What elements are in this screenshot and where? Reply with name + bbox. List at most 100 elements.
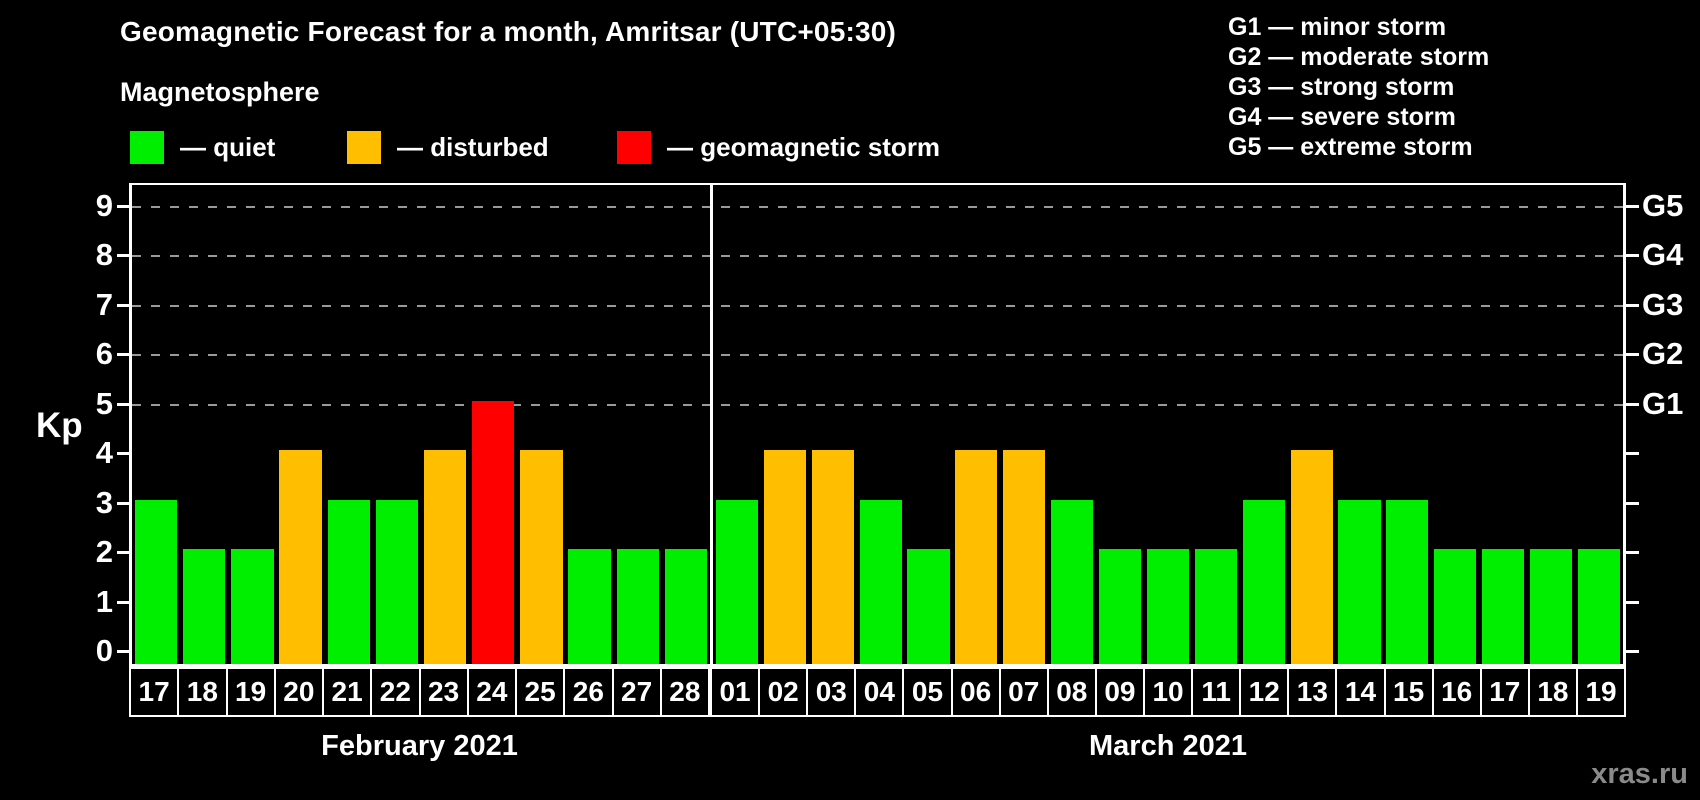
kp-bar [1577,549,1621,664]
bars-march [713,185,1623,664]
watermark: xras.ru [1591,758,1688,790]
day-label: 19 [1575,667,1627,717]
legend-label-storm: — geomagnetic storm [667,131,941,162]
day-label: 09 [1094,667,1145,717]
kp-bar [183,549,226,664]
y-axis-label-6: 6 [95,336,113,371]
y-axis-tick-left [117,254,129,257]
day-label: 03 [806,667,857,717]
y-axis-tick-right [1626,600,1639,604]
chart-subtitle: Magnetosphere [120,77,320,107]
kp-bar [472,400,515,664]
kp-bar [375,499,419,664]
day-label: 04 [854,667,905,717]
g-legend-line: G3 — strong storm [1228,73,1455,101]
plot-area [129,183,1626,667]
gridline-kp-8 [132,255,1623,257]
kp-bar [859,499,902,664]
bar-cell-day-13 [1288,185,1336,664]
month-label-february: February 2021 [321,730,518,762]
y-axis-tick-right [1626,501,1639,505]
day-label: 15 [1383,667,1434,717]
bar-cell-day-24 [469,185,517,664]
kp-bar [955,450,998,664]
y-axis-label-8: 8 [95,237,113,272]
day-label: 16 [1431,667,1482,717]
day-label-band: 17 18 19 20 21 22 23 24 25 26 27 28 01 02 03 04 05 06 07 08… [129,667,1627,717]
y-axis-tick-right [1626,551,1639,554]
bars-february [132,185,710,664]
bar-cell-day-19 [1575,185,1623,664]
legend-item-disturbed: — disturbed [347,130,549,164]
legend-label-disturbed: — disturbed [397,131,549,162]
kp-bar [1146,549,1190,664]
y-axis-tick-left [117,452,129,455]
day-label: 27 [611,667,662,717]
right-axis-label-g1: G1 [1642,385,1684,421]
y-axis-tick-right [1626,402,1639,406]
kp-bar [327,499,370,664]
y-axis-tick-right [1626,353,1639,356]
y-axis-tick-left [117,501,129,505]
bar-cell-day-25 [517,185,565,664]
plot-inner [132,185,1623,664]
legend-item-quiet: — quiet [130,130,275,164]
y-axis-label-7: 7 [95,286,113,322]
g-legend-line: G4 — severe storm [1228,103,1456,131]
kp-bar [1530,549,1573,664]
y-axis-tick-left [117,402,129,406]
bar-cell-day-09 [1096,185,1144,664]
y-axis-label-1: 1 [95,583,113,619]
bar-cell-day-06 [952,185,1000,664]
day-label: 17 [1479,667,1530,717]
disturbed-color-swatch [347,130,381,164]
legend-item-storm: — geomagnetic storm [617,130,940,164]
kp-bar [134,499,178,664]
day-label: 02 [758,667,809,717]
day-label: 12 [1239,667,1290,717]
kp-bar [907,549,950,664]
right-axis-label-g3: G3 [1642,286,1684,322]
bar-cell-day-23 [421,185,469,664]
day-label: 07 [998,667,1049,717]
bar-cell-day-18 [1527,185,1575,664]
day-label: 24 [466,667,517,717]
kp-bar [1051,499,1094,664]
g-scale-legend: G1 — minor storm G2 — moderate storm G3 — … [1228,12,1489,162]
y-axis-tick-left [117,303,129,307]
y-axis-tick-right [1626,254,1639,257]
g-legend-line: G5 — extreme storm [1228,133,1473,161]
y-axis-tick-left [117,650,129,653]
day-label: 23 [418,667,469,717]
bar-cell-day-05 [905,185,953,664]
kp-bar [1242,499,1285,664]
y-axis-tick-left [117,353,129,356]
bar-cell-day-17 [1479,185,1527,664]
bar-cell-day-20 [277,185,325,664]
kp-bar [763,450,806,664]
day-label: 11 [1191,667,1242,717]
day-label: 19 [225,667,276,717]
y-axis-label-9: 9 [95,187,113,223]
gridline-kp-9 [132,205,1623,208]
day-group-february: 17 18 19 20 21 22 23 24 25 26 27 28 [129,667,710,717]
bar-cell-day-17 [132,185,180,664]
bar-cell-day-12 [1240,185,1288,664]
day-label: 14 [1335,667,1386,717]
bar-cell-day-01 [713,185,761,664]
day-label: 10 [1142,667,1194,717]
kp-bar [1003,450,1046,664]
kp-bar [520,450,563,664]
day-label: 20 [273,667,324,717]
gridline-kp-7 [132,304,1623,307]
kp-bar [715,499,759,664]
state-legend: — quiet — disturbed — geomagnetic storm [130,130,1130,164]
y-axis-tick-left [117,551,129,554]
bar-cell-day-27 [614,185,662,664]
day-label: 08 [1046,667,1097,717]
kp-bar [1482,549,1525,664]
kp-bar [568,549,611,664]
gridline-kp-5 [132,403,1623,406]
kp-bar [279,450,322,664]
day-label: 25 [515,667,566,717]
